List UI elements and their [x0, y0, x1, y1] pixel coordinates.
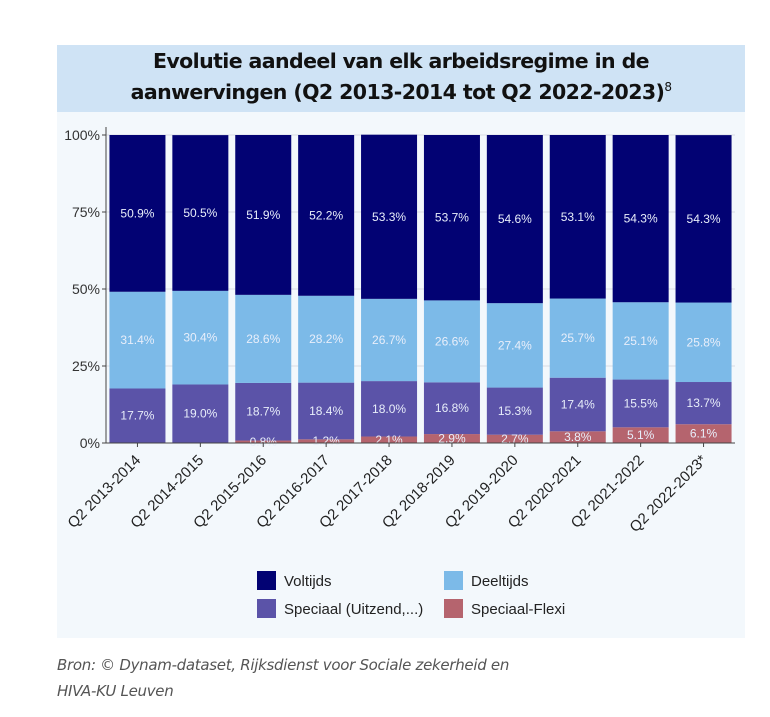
y-tick-label: 0% [80, 435, 100, 451]
bar-segment-voltijds [423, 135, 480, 301]
data-label: 28.6% [246, 332, 280, 346]
title-band [57, 45, 745, 112]
data-label: 25.7% [561, 331, 595, 345]
bar-segment-voltijds [361, 134, 418, 299]
data-label: 51.9% [246, 208, 280, 222]
bar-segment-speciaal-uitzend [298, 382, 355, 440]
bar-segment-speciaal-uitzend [675, 382, 732, 425]
bar-segment-deeltijds [361, 298, 418, 382]
data-label: 17.7% [120, 409, 154, 423]
data-label: 27.4% [498, 338, 532, 352]
bar-segment-speciaal-uitzend [423, 382, 480, 435]
data-label: 15.5% [624, 396, 658, 410]
bar-segment-deeltijds [612, 302, 669, 380]
data-label: 52.2% [309, 208, 343, 222]
bar-segment-speciaal-flexi [298, 439, 355, 443]
y-tick-label: 75% [72, 204, 100, 220]
legend-label-voltijds: Voltijds [284, 573, 332, 590]
data-label: 54.3% [687, 212, 721, 226]
data-label: 53.7% [435, 211, 469, 225]
legend-label-speciaal-uitzend: Speciaal (Uitzend,...) [284, 601, 423, 618]
chart-title-line2-text: aanwervingen (Q2 2013-2014 tot Q2 2022-2… [130, 80, 665, 104]
data-label: 50.9% [120, 206, 154, 220]
data-label: 54.3% [624, 212, 658, 226]
title-footnote-marker: 8 [664, 80, 672, 95]
bar-segment-speciaal-flexi [549, 431, 606, 443]
data-label: 19.0% [183, 407, 217, 421]
bar-segment-speciaal-uitzend [486, 387, 543, 435]
data-label: 1.2% [312, 434, 340, 448]
bar-segment-speciaal-uitzend [549, 377, 606, 432]
bar-segment-speciaal-flexi [361, 436, 418, 443]
source-line2: HIVA-KU Leuven [57, 682, 174, 700]
chart-title-line2: aanwervingen (Q2 2013-2014 tot Q2 2022-2… [57, 80, 745, 104]
bar-segment-speciaal-flexi [612, 427, 669, 443]
legend-label-speciaal-flexi: Speciaal-Flexi [471, 601, 565, 618]
bar-segment-voltijds [612, 135, 669, 303]
bar-segment-voltijds [298, 135, 355, 296]
chart-title-line1: Evolutie aandeel van elk arbeidsregime i… [153, 49, 650, 73]
legend-swatch-speciaal-uitzend [257, 599, 276, 618]
data-label: 26.7% [372, 333, 406, 347]
data-label: 18.4% [309, 404, 343, 418]
data-label: 0.8% [250, 435, 278, 449]
data-label: 13.7% [687, 396, 721, 410]
data-label: 31.4% [120, 333, 154, 347]
data-label: 54.6% [498, 212, 532, 226]
bar-segment-voltijds [235, 135, 292, 295]
bar-segment-voltijds [172, 135, 229, 291]
bar-segment-speciaal-uitzend [109, 388, 166, 443]
y-tick-label: 50% [72, 281, 100, 297]
data-label: 15.3% [498, 404, 532, 418]
bar-segment-deeltijds [549, 298, 606, 378]
legend-label-deeltijds: Deeltijds [471, 573, 529, 590]
bar-segment-voltijds [109, 135, 166, 292]
bar-segment-deeltijds [486, 303, 543, 388]
bar-segment-speciaal-flexi [486, 434, 543, 443]
data-label: 3.8% [564, 430, 592, 444]
bar-segment-deeltijds [423, 300, 480, 383]
data-label: 18.0% [372, 402, 406, 416]
data-label: 2.9% [438, 432, 466, 446]
data-label: 28.2% [309, 332, 343, 346]
bar-segment-voltijds [486, 135, 543, 304]
data-label: 16.8% [435, 401, 469, 415]
bar-segment-speciaal-flexi [423, 434, 480, 443]
bar-segment-speciaal-uitzend [235, 382, 292, 441]
y-tick-label: 100% [64, 127, 100, 143]
legend-swatch-voltijds [257, 571, 276, 590]
data-label: 5.1% [627, 428, 655, 442]
data-label: 30.4% [183, 331, 217, 345]
source-line1: Bron: © Dynam-dataset, Rijksdienst voor … [57, 656, 510, 674]
data-label: 26.6% [435, 334, 469, 348]
bar-segment-voltijds [675, 135, 732, 303]
legend-swatch-speciaal-flexi [444, 599, 463, 618]
bar-segment-speciaal-uitzend [172, 384, 229, 443]
bar-segment-speciaal-uitzend [612, 379, 669, 428]
bar-segment-deeltijds [298, 295, 355, 383]
y-tick-label: 25% [72, 358, 100, 374]
data-label: 50.5% [183, 206, 217, 220]
legend-swatch-deeltijds [444, 571, 463, 590]
bar-segment-deeltijds [235, 294, 292, 383]
source-note: Bron: © Dynam-dataset, Rijksdienst voor … [57, 652, 509, 704]
data-label: 53.1% [561, 210, 595, 224]
bar-segment-speciaal-flexi [675, 424, 732, 443]
data-label: 18.7% [246, 405, 280, 419]
data-label: 25.8% [687, 335, 721, 349]
data-label: 17.4% [561, 398, 595, 412]
bar-segment-speciaal-flexi [235, 440, 292, 443]
bar-segment-deeltijds [675, 302, 732, 383]
bar-segment-deeltijds [109, 291, 166, 389]
data-label: 2.7% [501, 432, 529, 446]
bar-segment-voltijds [549, 135, 606, 299]
bar-segment-speciaal-uitzend [361, 381, 418, 437]
data-label: 25.1% [624, 334, 658, 348]
bar-segment-deeltijds [172, 290, 229, 385]
data-label: 6.1% [690, 427, 718, 441]
data-label: 53.3% [372, 210, 406, 224]
